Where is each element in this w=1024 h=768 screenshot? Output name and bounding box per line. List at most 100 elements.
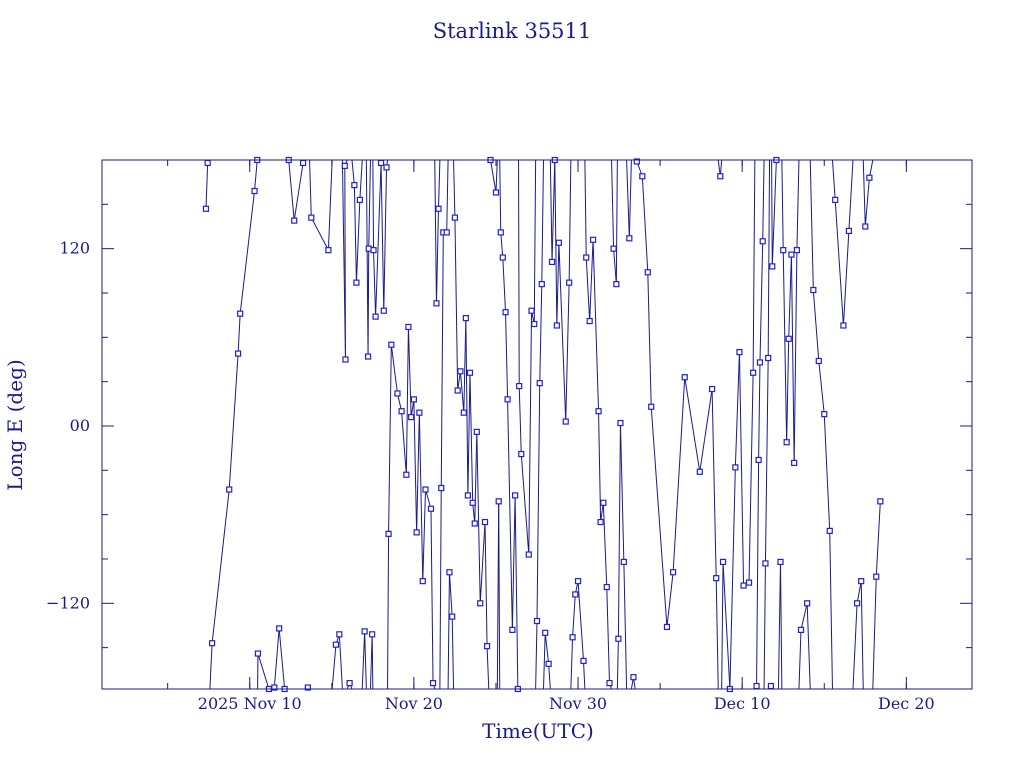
data-segment [484, 522, 488, 647]
data-lines [205, 159, 881, 690]
data-segment [518, 159, 520, 387]
chart-title: Starlink 35511 [433, 19, 592, 43]
data-point [603, 583, 610, 591]
x-tick-label: Dec 20 [878, 694, 935, 713]
data-segment [476, 431, 481, 604]
data-segment [439, 488, 442, 690]
data-point [681, 374, 688, 381]
data-point [471, 520, 478, 527]
data-segment [756, 459, 760, 687]
data-segment [583, 660, 586, 690]
data-point [600, 499, 607, 506]
data-segment [793, 250, 798, 463]
data-segment [405, 326, 409, 475]
data-segment [401, 411, 407, 475]
data-segment [239, 190, 256, 314]
data-segment [542, 632, 546, 690]
data-point [516, 382, 523, 390]
data-segment [257, 653, 270, 690]
data-point [346, 679, 353, 687]
data-point [755, 456, 762, 464]
data-segment [556, 242, 560, 326]
data-segment [565, 282, 570, 422]
data-segment [528, 310, 533, 555]
data-point [756, 359, 764, 366]
data-point [533, 617, 541, 625]
data-segment [602, 502, 608, 588]
data-point [785, 335, 792, 342]
data-point [826, 527, 833, 534]
data-segment [806, 603, 811, 690]
data-segment [457, 371, 461, 391]
data-point [750, 369, 757, 376]
data-segment [351, 159, 355, 186]
data-segment [856, 581, 862, 604]
data-segment [831, 159, 836, 200]
data-point [626, 235, 633, 242]
x-tick-label: Nov 30 [549, 694, 607, 713]
data-segment [355, 199, 361, 283]
data-point [566, 279, 573, 286]
data-segment [273, 628, 280, 688]
data-point [717, 173, 724, 180]
data-point [810, 286, 817, 294]
data-segment [499, 159, 502, 233]
data-point [762, 560, 769, 567]
data-segment [237, 313, 241, 354]
data-segment [626, 159, 630, 239]
data-point [663, 623, 671, 631]
data-point [342, 356, 349, 363]
data-segment [585, 257, 591, 322]
data-point [408, 414, 415, 421]
data-segment [416, 412, 420, 533]
data-point [639, 173, 646, 180]
data-point [429, 679, 437, 687]
data-segment [592, 239, 600, 412]
data-point [462, 315, 469, 322]
data-point [538, 281, 545, 288]
data-segment [407, 326, 412, 418]
data-point [405, 323, 412, 331]
data-segment [361, 631, 366, 690]
data-point [483, 643, 491, 650]
data-segment [380, 162, 385, 311]
data-point [525, 551, 532, 558]
data-point [372, 313, 379, 320]
data-segment [368, 159, 371, 249]
data-point [740, 582, 747, 589]
data-segment [327, 159, 333, 251]
data-point [783, 439, 790, 446]
data-point [464, 492, 472, 499]
data-segment [425, 489, 432, 509]
data-point [583, 254, 590, 261]
data-point [477, 600, 484, 607]
data-segment [628, 159, 632, 239]
data-point [518, 450, 525, 458]
data-segment [288, 159, 295, 221]
data-segment [763, 563, 766, 690]
data-point [574, 578, 582, 585]
data-point [394, 390, 401, 397]
data-point [713, 575, 720, 582]
data-point [840, 322, 847, 329]
data-point [495, 498, 502, 505]
data-point [589, 236, 597, 243]
data-segment [448, 572, 453, 617]
data-segment [818, 360, 825, 415]
data-point [460, 409, 467, 416]
data-point [370, 247, 377, 254]
data-point [531, 320, 538, 328]
data-point [466, 369, 474, 376]
data-segment [589, 239, 594, 322]
data-segment [568, 159, 572, 283]
data-segment [467, 372, 471, 496]
data-point [383, 164, 390, 171]
data-point [416, 409, 423, 416]
data-point [804, 600, 811, 607]
data-point [615, 635, 622, 642]
data-segment [558, 242, 567, 422]
data-segment [514, 495, 519, 690]
data-segment [788, 254, 792, 339]
data-segment [364, 631, 367, 690]
